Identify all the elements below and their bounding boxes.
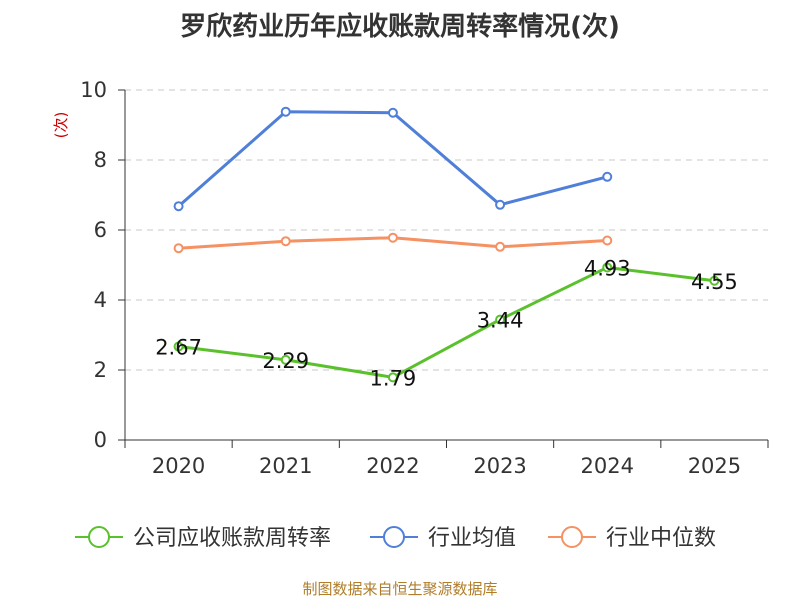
point-s0-2023 <box>495 314 506 325</box>
x-tick-label-2020: 2020 <box>152 454 205 478</box>
gridlines <box>125 89 768 371</box>
x-tick-label-2024: 2024 <box>581 454 634 478</box>
point-s2-2022 <box>387 232 398 243</box>
y-tick-label-6: 6 <box>94 218 107 242</box>
x-tick-label-2022: 2022 <box>366 454 419 478</box>
data-label-2022: 1.79 <box>370 366 417 390</box>
x-tick-label-2025: 2025 <box>688 454 741 478</box>
data-label-2024: 4.93 <box>584 256 631 280</box>
x-tick-label-2021: 2021 <box>259 454 312 478</box>
legend-marker-1 <box>383 526 405 548</box>
series-lines <box>173 106 720 383</box>
y-tick-label-0: 0 <box>94 428 107 452</box>
series-line-0 <box>178 265 715 379</box>
legend-label-2: 行业中位数 <box>606 526 716 551</box>
legend-label-1: 行业均值 <box>428 526 516 551</box>
point-s1-2020 <box>173 201 184 212</box>
point-s0-2025 <box>709 275 720 286</box>
point-s0-2022 <box>387 372 398 383</box>
point-s0-2024 <box>602 262 613 273</box>
y-tick-label-4: 4 <box>94 288 107 312</box>
point-s1-2022 <box>387 107 398 118</box>
data-label-2025: 4.55 <box>691 270 738 294</box>
point-s1-2024 <box>602 171 613 182</box>
source-note: 制图数据来自恒生聚源数据库 <box>302 580 497 598</box>
y-axis-unit-label: (次) <box>52 112 70 139</box>
y-tick-label-10: 10 <box>80 78 107 102</box>
data-label-2023: 3.44 <box>477 309 524 333</box>
legend-marker-0 <box>88 526 110 548</box>
point-s2-2023 <box>495 241 506 252</box>
data-label-2020: 2.67 <box>155 336 202 360</box>
y-tick-label-2: 2 <box>94 358 107 382</box>
point-s2-2021 <box>280 236 291 247</box>
point-s0-2021 <box>280 354 291 365</box>
y-tick-label-8: 8 <box>94 148 107 172</box>
series-line-1 <box>177 110 608 208</box>
point-s2-2024 <box>602 235 613 246</box>
axes: 0 2 4 6 8 10 2020 2021 2022 2023 2024 2025 <box>80 78 769 478</box>
legend-marker-2 <box>561 526 583 548</box>
data-label-2021: 2.29 <box>262 349 309 373</box>
point-s0-2020 <box>173 341 184 352</box>
x-tick-label-2023: 2023 <box>473 454 526 478</box>
point-s1-2021 <box>280 106 291 117</box>
data-labels: 2.67 2.29 1.79 3.44 4.93 4.55 <box>155 256 738 390</box>
point-s1-2023 <box>495 199 506 210</box>
point-s2-2020 <box>173 243 184 254</box>
legend: 公司应收账款周转率 行业均值 行业中位数 <box>75 526 716 551</box>
chart-title: 罗欣药业历年应收账款周转率情况(次) <box>180 11 620 42</box>
legend-label-0: 公司应收账款周转率 <box>133 526 331 551</box>
